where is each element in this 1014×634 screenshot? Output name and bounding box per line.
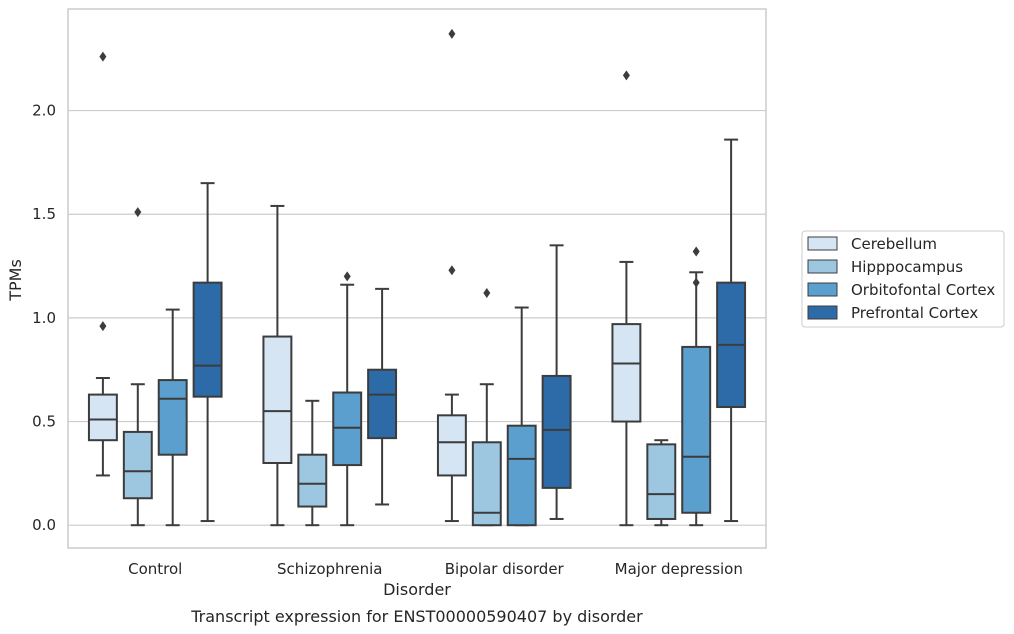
legend-label: Prefrontal Cortex	[851, 304, 978, 322]
box-body	[471, 441, 502, 527]
box-body	[192, 281, 223, 398]
box-1-2	[122, 207, 153, 527]
y-tick-label: 0.5	[32, 413, 56, 431]
box-body	[332, 391, 363, 467]
y-tick-labels: 0.0 0.5 1.0 1.5 2.0	[32, 102, 56, 535]
outlier-point	[483, 288, 491, 299]
y-tick-label: 2.0	[32, 102, 56, 120]
y-tick-label: 1.5	[32, 205, 56, 223]
box-body	[297, 453, 328, 508]
box-2-3	[332, 271, 363, 527]
box-2-1	[262, 204, 293, 527]
outlier-point	[622, 70, 630, 81]
box-4-3	[681, 246, 712, 527]
x-tick-label: Major depression	[615, 560, 743, 578]
legend-label: Orbitofontal Cortex	[851, 281, 995, 299]
legend-frame	[801, 230, 1005, 328]
box-2-4	[367, 287, 398, 506]
outlier-point	[692, 246, 700, 257]
outlier-point	[99, 51, 107, 62]
box-body	[87, 393, 118, 442]
box-4-4	[716, 138, 747, 523]
box-1-1	[87, 51, 118, 477]
legend: Cerebellum Hipppocampus Orbitofontal Corte…	[801, 230, 1005, 328]
box-body	[436, 414, 467, 477]
box-3-2	[471, 288, 502, 527]
box-1-3	[157, 308, 188, 527]
x-tick-label: Control	[128, 560, 182, 578]
outlier-point	[134, 207, 142, 218]
x-axis-title: Disorder	[383, 580, 451, 599]
plot-frame	[67, 8, 767, 549]
x-tick-label: Bipolar disorder	[445, 560, 565, 578]
outlier-point	[448, 265, 456, 276]
x-tick-label: Schizophrenia	[277, 560, 382, 578]
y-axis-title: TPMs	[6, 259, 25, 302]
legend-label: Hipppocampus	[851, 258, 963, 276]
legend-swatch	[807, 282, 838, 297]
box-series-group	[87, 28, 747, 527]
box-1-4	[192, 182, 223, 523]
outlier-point	[692, 277, 700, 288]
box-body	[262, 335, 293, 465]
x-tick-labels: Control Schizophrenia Bipolar disorder Majo…	[128, 560, 743, 578]
legend-label: Cerebellum	[851, 235, 937, 253]
legend-swatch	[807, 305, 838, 320]
box-body	[367, 368, 398, 440]
box-4-2	[646, 439, 677, 527]
box-body	[646, 443, 677, 520]
outlier-point	[448, 28, 456, 39]
outlier-point	[99, 321, 107, 332]
y-tick-label: 0.0	[32, 516, 56, 534]
box-2-2	[297, 399, 328, 527]
box-body	[506, 424, 537, 527]
box-body	[681, 345, 712, 514]
outlier-point	[343, 271, 351, 282]
y-tick-label: 1.0	[32, 309, 56, 327]
box-body	[122, 430, 153, 500]
box-3-1	[436, 28, 467, 523]
box-3-4	[541, 244, 572, 520]
legend-swatch	[807, 259, 838, 274]
box-4-1	[611, 70, 642, 527]
box-body	[157, 379, 188, 456]
box-3-3	[506, 306, 537, 527]
box-body	[611, 323, 642, 423]
chart-caption: Transcript expression for ENST0000059040…	[190, 607, 643, 626]
box-body	[541, 374, 572, 489]
legend-swatch	[807, 236, 838, 251]
